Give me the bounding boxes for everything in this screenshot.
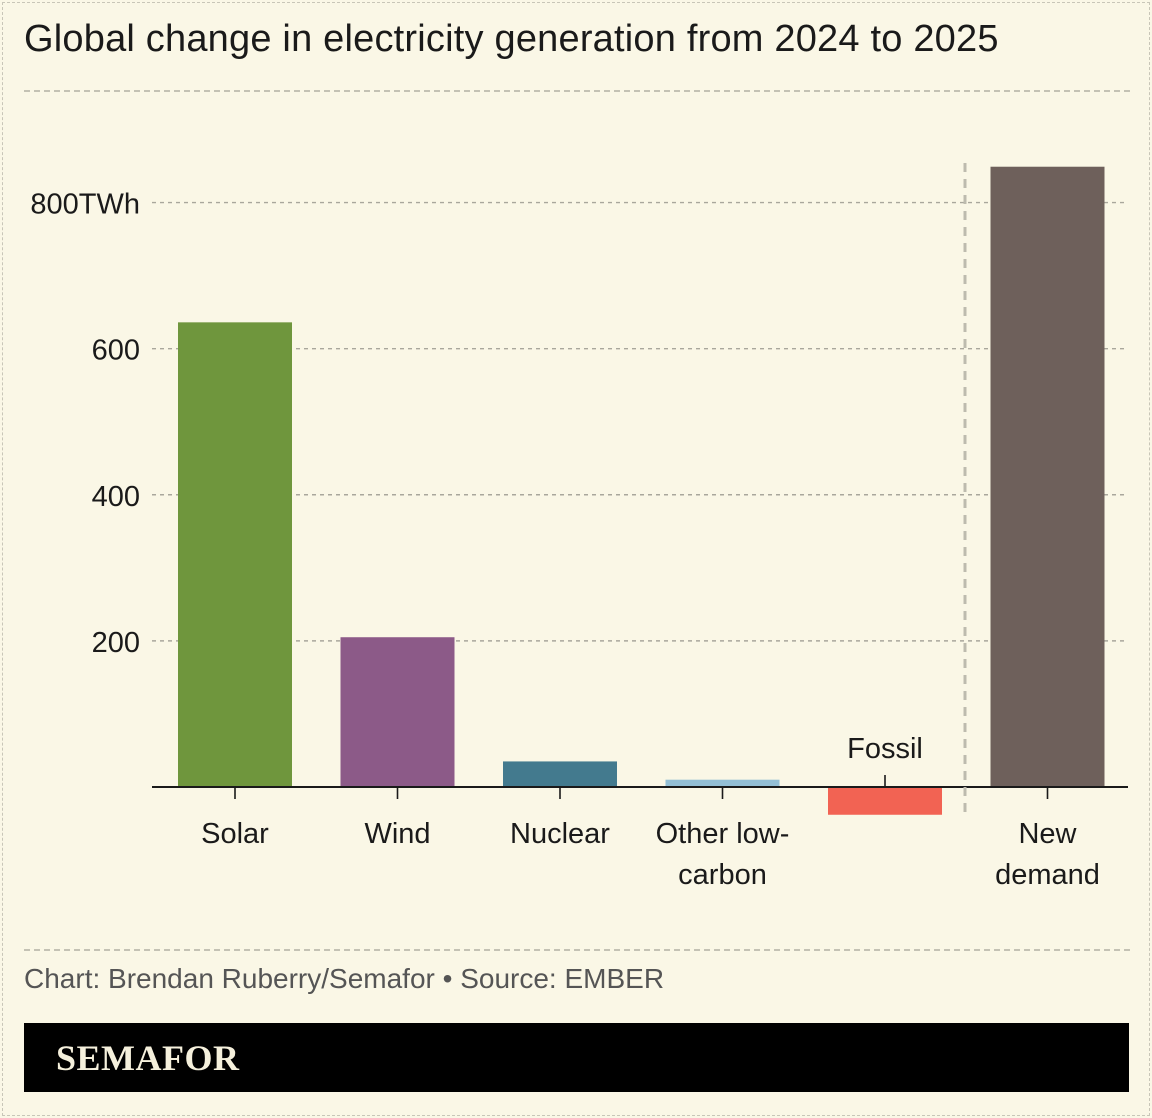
- x-category-label: New: [1018, 818, 1077, 850]
- bar: [340, 637, 455, 787]
- brand-bar: SEMAFOR: [24, 1023, 1129, 1092]
- x-category-label: carbon: [678, 859, 767, 891]
- bar: [503, 761, 617, 787]
- x-category-label: demand: [995, 859, 1100, 891]
- bar: [828, 787, 942, 815]
- chart-title: Global change in electricity generation …: [24, 18, 999, 60]
- y-tick-label: 600: [92, 335, 140, 367]
- title-divider: [24, 90, 1130, 92]
- y-tick-label: 800TWh: [30, 189, 140, 221]
- bar: [665, 779, 780, 787]
- x-category-label: Other low-: [656, 818, 790, 850]
- y-tick-label: 200: [92, 627, 140, 659]
- x-category-label: Solar: [201, 818, 269, 850]
- chart-credit: Chart: Brendan Ruberry/Semafor • Source:…: [24, 963, 665, 994]
- brand-logo: SEMAFOR: [56, 1038, 240, 1078]
- x-category-label: Wind: [364, 818, 430, 850]
- bar: [178, 322, 292, 787]
- y-tick-label: 400: [92, 481, 140, 513]
- x-category-label: Fossil: [847, 733, 923, 765]
- bar: [990, 166, 1105, 788]
- footer-divider: [24, 949, 1130, 951]
- x-category-label: Nuclear: [510, 818, 610, 850]
